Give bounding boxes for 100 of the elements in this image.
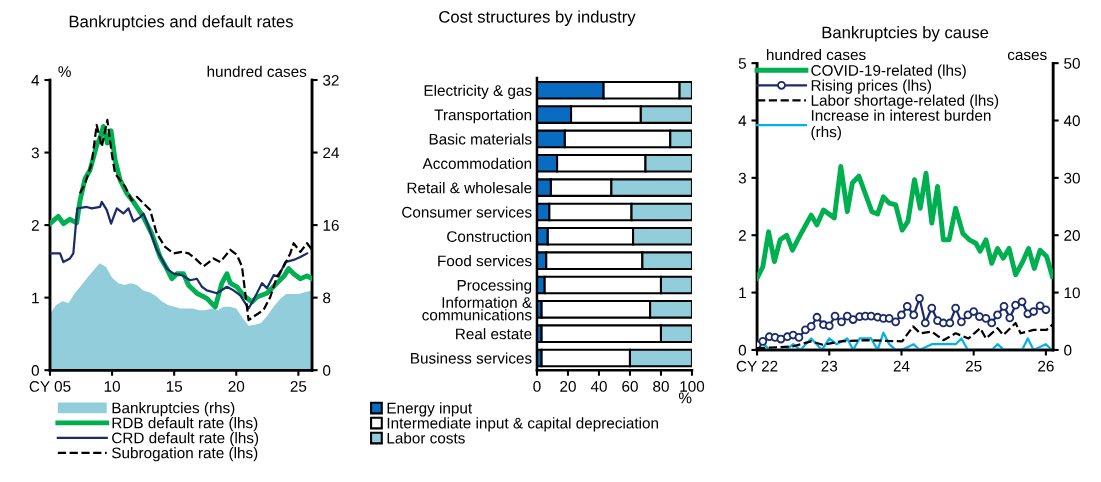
x-tick-label: 60 bbox=[622, 381, 638, 392]
y-tick-label: Transportation bbox=[434, 109, 532, 124]
x-tick-label: 0 bbox=[533, 381, 541, 392]
point bbox=[897, 310, 906, 320]
x-tick-label: 10 bbox=[104, 381, 120, 392]
legend-label: CRD default rate (lhs) bbox=[112, 432, 259, 447]
point bbox=[920, 318, 930, 328]
point bbox=[981, 314, 991, 323]
y-tick-label: 1 bbox=[32, 292, 39, 304]
point bbox=[1011, 300, 1020, 310]
y-tick-label: 2 bbox=[31, 219, 39, 231]
point bbox=[837, 317, 846, 327]
y-tick-label: 3 bbox=[31, 147, 39, 159]
point bbox=[951, 303, 961, 313]
point bbox=[1035, 301, 1045, 311]
y-tick-label: 1 bbox=[739, 287, 746, 299]
y-tick-label: Consumer services bbox=[402, 206, 532, 218]
point bbox=[915, 293, 924, 303]
y2-tick-label: 32 bbox=[323, 74, 339, 86]
point bbox=[993, 310, 1002, 320]
point bbox=[758, 336, 768, 346]
point bbox=[909, 310, 919, 320]
point bbox=[812, 312, 822, 322]
legend-label: Rising prices (lhs) bbox=[811, 79, 931, 94]
y2-tick-label: 0 bbox=[1064, 344, 1072, 356]
y-tick-label: 4 bbox=[738, 115, 747, 127]
y-tick-label: 3 bbox=[738, 172, 746, 184]
point bbox=[975, 312, 984, 322]
legend-label: COVID-19-related (lhs) bbox=[811, 64, 966, 79]
y2-tick-label: 10 bbox=[1064, 287, 1080, 299]
x-tick-label: 40 bbox=[590, 381, 607, 392]
legend-label: Bankruptcies (rhs) bbox=[112, 402, 235, 417]
x-tick-label: 20 bbox=[228, 381, 245, 392]
y-tick-label: Accommodation bbox=[422, 157, 532, 169]
line-series bbox=[49, 200, 309, 310]
y-tick-label: 5 bbox=[738, 58, 746, 69]
x-tick-label: 20 bbox=[560, 381, 576, 392]
y-tick-label: Electricity & gas bbox=[424, 84, 532, 99]
legend-label: Labor costs bbox=[387, 432, 465, 444]
y-tick-label: Basic materials bbox=[429, 133, 532, 145]
legend-label: Energy input bbox=[387, 402, 473, 417]
y-tick-label: Business services bbox=[411, 352, 532, 364]
y2-tick-label: 24 bbox=[323, 147, 339, 159]
point bbox=[902, 301, 912, 311]
legend-label: RDB default rate (lhs) bbox=[112, 417, 258, 432]
y2-tick-label: 16 bbox=[323, 219, 339, 231]
chart-title: Bankruptcies by cause bbox=[822, 26, 989, 42]
x-tick-label: 26 bbox=[1038, 360, 1054, 372]
y-tick-label: 0 bbox=[738, 344, 747, 356]
x-axis-title: % bbox=[678, 392, 692, 404]
x-tick-label: 25 bbox=[290, 381, 307, 392]
y2-tick-label: 50 bbox=[1064, 58, 1080, 69]
legend-label: Subrogation rate (lhs) bbox=[112, 447, 258, 462]
chart-title: Bankruptcies and default rates bbox=[69, 15, 293, 31]
point bbox=[957, 317, 966, 327]
point bbox=[1005, 313, 1015, 323]
x-tick-label: 15 bbox=[166, 381, 183, 392]
point bbox=[830, 311, 840, 321]
x-tick-label: 24 bbox=[893, 360, 910, 372]
y-axis-title: hundred cases bbox=[766, 48, 866, 61]
y-tick-label: Real estate bbox=[456, 328, 532, 340]
x-tick-label: 25 bbox=[965, 360, 982, 372]
y2-tick-label: 8 bbox=[323, 292, 331, 304]
point bbox=[848, 315, 858, 324]
y2-tick-label: 40 bbox=[1063, 115, 1080, 127]
point bbox=[1029, 307, 1038, 316]
x-tick-label: 80 bbox=[653, 381, 669, 392]
point bbox=[1041, 305, 1051, 315]
legend-label: Increase in interest burden (rhs) bbox=[811, 109, 991, 141]
y-tick-label: Processing bbox=[457, 279, 532, 294]
point bbox=[794, 332, 804, 342]
y-tick-label: 2 bbox=[738, 230, 746, 241]
x-tick-label: 23 bbox=[821, 360, 838, 372]
line-series bbox=[757, 163, 1054, 281]
y-axis-title: % bbox=[58, 66, 71, 77]
point bbox=[987, 318, 997, 328]
y-tick-label: Food services bbox=[438, 255, 532, 267]
y2-axis-title: hundred cases bbox=[207, 65, 307, 77]
legend-label: Intermediate input & capital depreciation bbox=[387, 417, 658, 432]
x-tick-label: CY 05 bbox=[29, 381, 71, 392]
point bbox=[927, 303, 937, 313]
legend-label: Labor shortage-related (lhs) bbox=[811, 94, 999, 109]
point bbox=[884, 314, 894, 323]
y2-axis-title: cases bbox=[1007, 51, 1047, 61]
y2-tick-label: 30 bbox=[1064, 172, 1080, 184]
point bbox=[806, 322, 816, 331]
point bbox=[969, 307, 979, 316]
x-tick-label: CY 22 bbox=[736, 360, 778, 372]
y2-tick-label: 20 bbox=[1064, 230, 1080, 241]
point bbox=[891, 317, 901, 327]
y-tick-label: Construction bbox=[447, 230, 532, 242]
y-tick-label: 4 bbox=[31, 75, 40, 86]
point bbox=[824, 321, 834, 331]
y-tick-label: Retail & wholesale bbox=[407, 182, 532, 194]
point bbox=[1017, 297, 1027, 307]
point bbox=[999, 301, 1009, 311]
x-tick-label: 100 bbox=[680, 381, 705, 392]
y-tick-label: Information & communications bbox=[422, 296, 532, 321]
point bbox=[945, 318, 955, 328]
chart-title: Cost structures by industry bbox=[439, 10, 636, 26]
